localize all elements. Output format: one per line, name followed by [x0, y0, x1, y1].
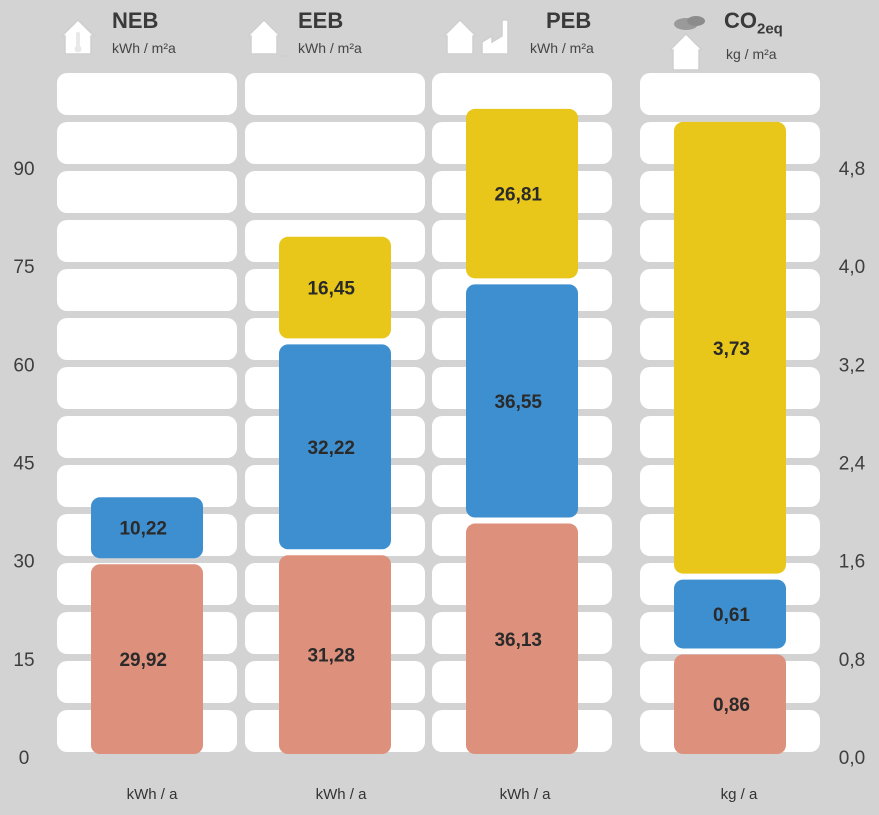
grid-row-panel — [57, 122, 237, 164]
bar-value-label: 0,86 — [713, 695, 750, 716]
grid-row-panel — [432, 73, 612, 115]
column-title: CO2eq — [724, 8, 783, 37]
column-unit: kWh / m²a — [298, 40, 362, 56]
bar-value-label: 36,13 — [494, 630, 542, 651]
house-cloud-icon — [668, 16, 705, 71]
grid-row-panel — [640, 73, 820, 115]
bar-segment — [279, 236, 391, 339]
column-title: EEB — [298, 8, 344, 33]
column-title-main: CO — [724, 8, 757, 33]
column-header-peb: PEB kWh / m²a — [412, 4, 602, 70]
bar-segment — [279, 555, 391, 754]
bar-segment — [466, 523, 578, 754]
column-title: PEB — [546, 8, 592, 33]
bar-value-label: 3,73 — [713, 339, 750, 360]
column-footer-unit: kg / a — [720, 786, 758, 803]
grid-row-panel — [245, 122, 425, 164]
left-axis-tick-label: 75 — [13, 257, 34, 278]
grid-row-panel — [245, 171, 425, 213]
bar-segment — [91, 564, 203, 754]
bar-segment — [674, 654, 786, 754]
bar-value-label: 0,61 — [713, 605, 750, 626]
right-axis-tick-label: 0,8 — [839, 650, 865, 671]
left-axis-tick-label: 45 — [13, 454, 34, 475]
bar-value-label: 36,55 — [494, 392, 542, 413]
bar-value-label: 16,45 — [307, 279, 355, 300]
right-axis-tick-label: 4,8 — [839, 159, 865, 180]
right-axis-tick-label: 2,4 — [839, 454, 866, 475]
bar-value-label: 32,22 — [307, 438, 355, 459]
grid-row-panel — [57, 318, 237, 360]
column-footer-unit: kWh / a — [315, 786, 367, 803]
left-axis-tick-label: 0 — [19, 748, 30, 769]
bar-segment — [466, 108, 578, 279]
bar-value-label: 26,81 — [494, 185, 542, 206]
bar-value-label: 29,92 — [119, 650, 167, 671]
left-axis-tick-label: 90 — [13, 159, 34, 180]
bar-segment — [279, 344, 391, 550]
left-axis-tick-label: 60 — [13, 355, 34, 376]
column-footer-unit: kWh / a — [499, 786, 551, 803]
column-unit: kWh / m²a — [530, 40, 594, 56]
column-title-subscript: 2eq — [757, 20, 783, 38]
right-axis-tick-label: 1,6 — [839, 552, 865, 573]
left-axis-tick-label: 15 — [13, 650, 34, 671]
house-plug-icon — [246, 18, 286, 57]
right-axis-tick-label: 4,0 — [839, 257, 865, 278]
bar-segment — [91, 497, 203, 559]
bar-value-label: 10,22 — [119, 519, 167, 540]
column-footer-unit: kWh / a — [126, 786, 178, 803]
bar-segment — [674, 579, 786, 649]
column-title: NEB — [112, 8, 159, 33]
column-header-neb: NEB kWh / m²a — [30, 4, 220, 70]
grid-row-panel — [57, 269, 237, 311]
house-thermometer-icon — [60, 18, 96, 55]
right-axis-tick-label: 3,2 — [839, 355, 865, 376]
column-header-eeb: EEB kWh / m²a — [216, 4, 406, 70]
house-factory-icon — [442, 18, 509, 55]
grid-row-panel — [245, 73, 425, 115]
column-unit: kWh / m²a — [112, 40, 176, 56]
grid-row-panel — [57, 171, 237, 213]
column-unit: kg / m²a — [726, 46, 777, 62]
bar-segment — [466, 284, 578, 518]
grid-row-panel — [57, 367, 237, 409]
bar-value-label: 31,28 — [307, 646, 355, 667]
grid-row-panel — [57, 465, 237, 507]
grid-row-panel — [57, 220, 237, 262]
grid-row-panel — [57, 416, 237, 458]
bar-segment — [674, 121, 786, 574]
right-axis-tick-label: 0,0 — [839, 748, 865, 769]
left-axis-tick-label: 30 — [13, 552, 34, 573]
column-header-co2eq: CO2eq kg / m²a — [636, 4, 826, 71]
grid-row-panel — [57, 73, 237, 115]
